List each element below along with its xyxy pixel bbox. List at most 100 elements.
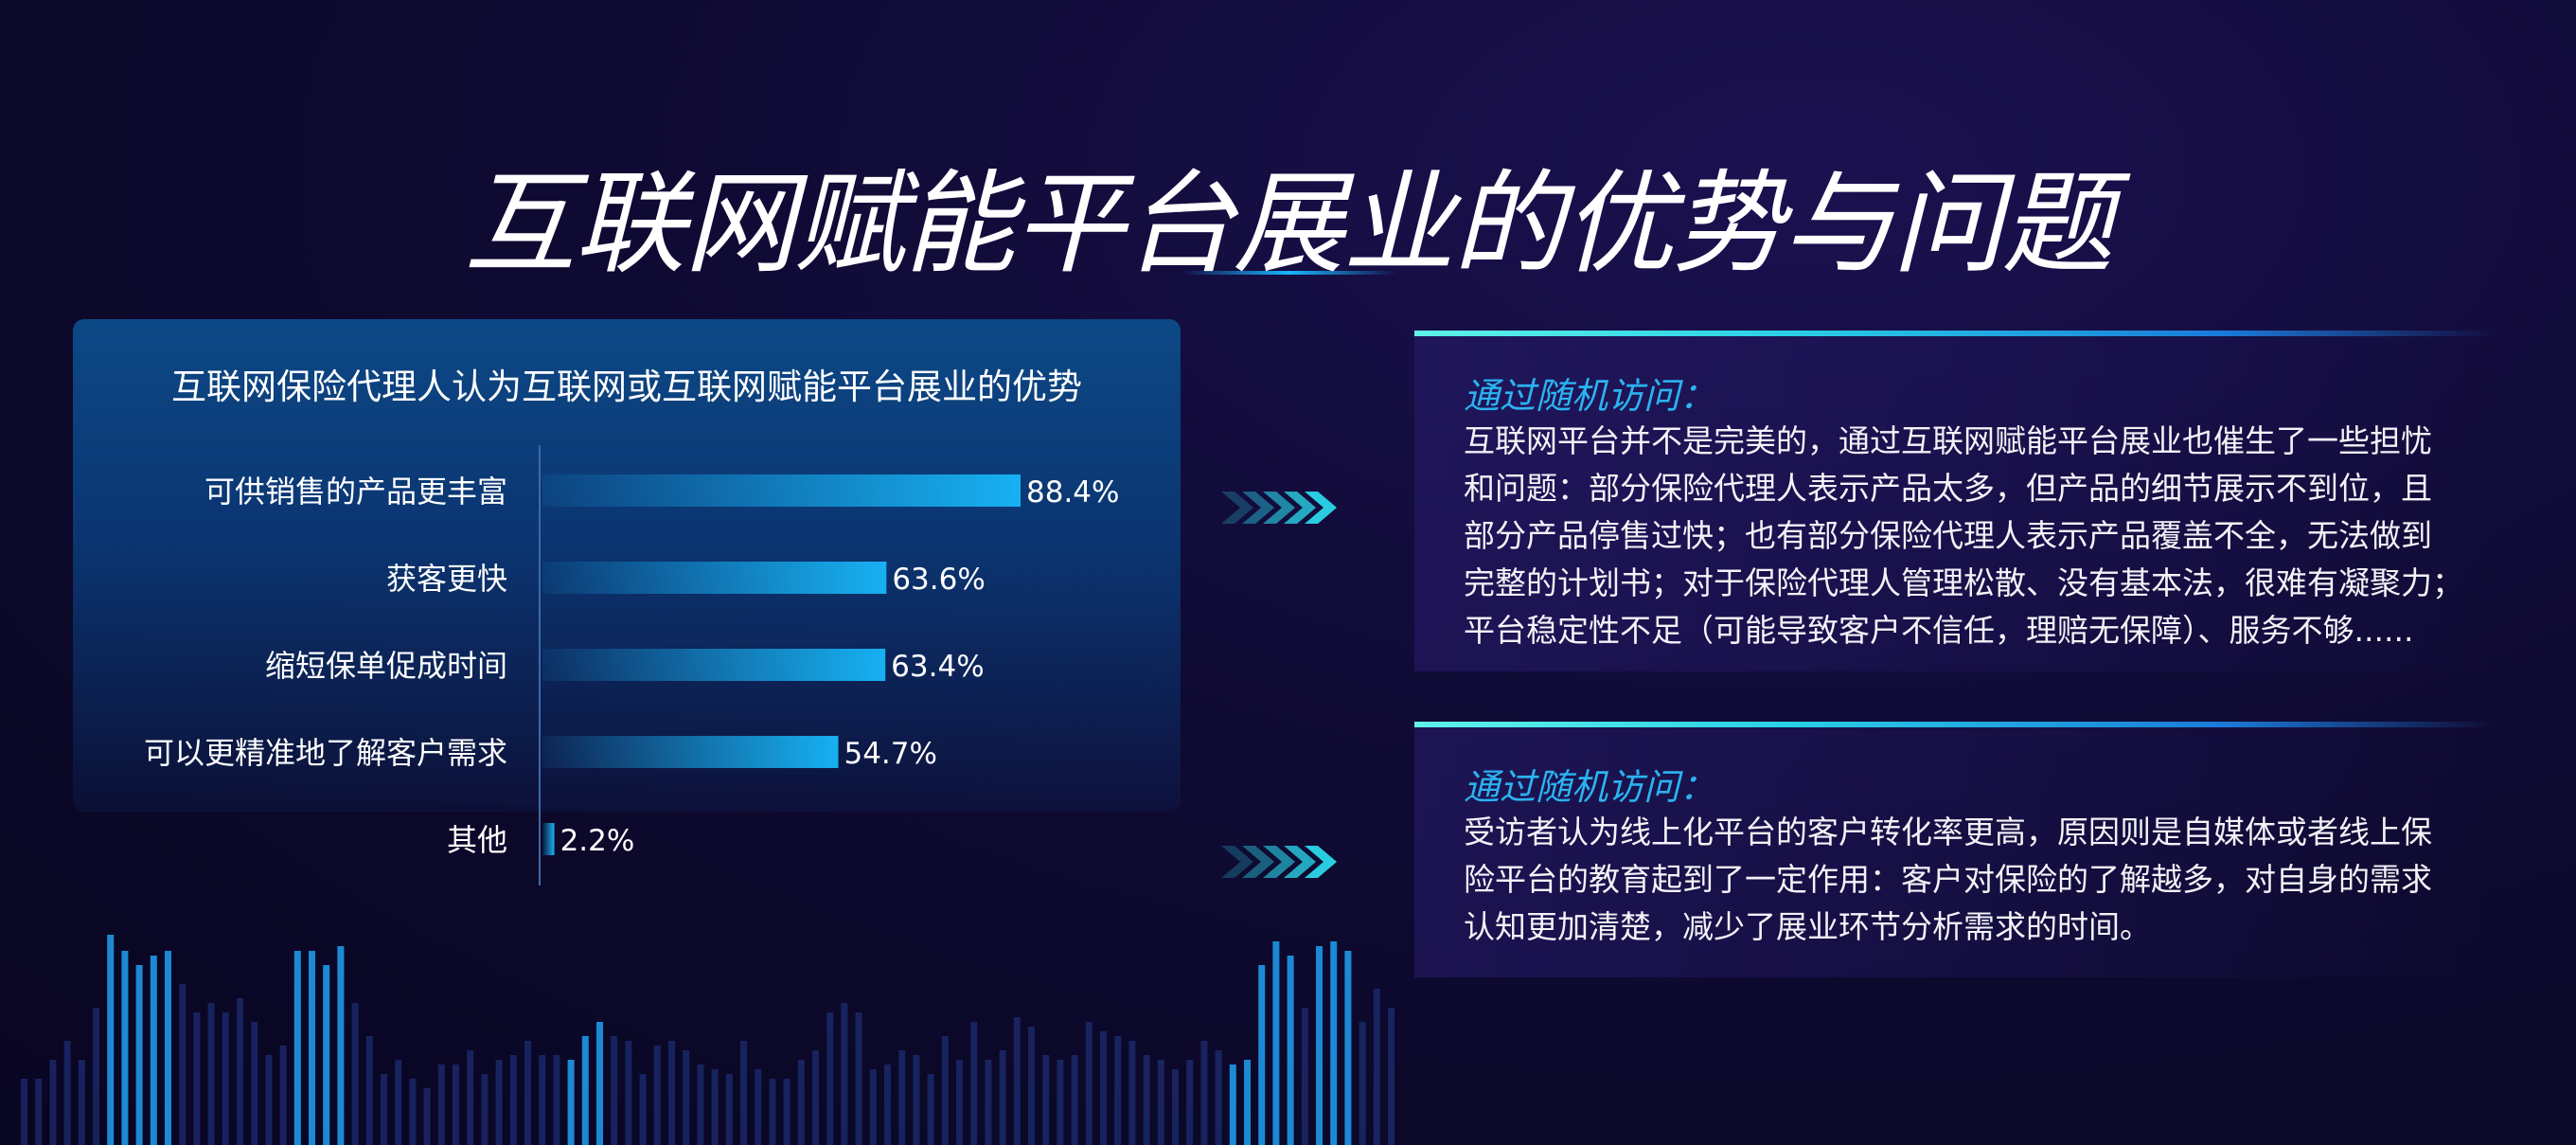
decor-bar xyxy=(913,1055,920,1145)
decor-bar xyxy=(437,1064,445,1145)
card-heading: 通过随机访问： xyxy=(1464,375,1716,417)
category-label: 缩短保单促成时间 xyxy=(265,648,507,684)
decor-bar xyxy=(423,1088,431,1145)
decor-bar xyxy=(1085,1022,1093,1145)
decor-bar xyxy=(309,951,315,1145)
bar xyxy=(542,649,886,681)
decor-bar xyxy=(524,1041,531,1145)
decor-bar xyxy=(207,1003,215,1145)
decor-bar xyxy=(323,965,330,1145)
category-label: 可以更精准地了解客户需求 xyxy=(144,735,507,771)
decor-bar xyxy=(1071,1055,1078,1145)
decor-bar xyxy=(78,1060,85,1145)
interview-card-2: 通过随机访问： 受访者认为线上化平台的客户转化率更高，原因则是自媒体或者线上保 … xyxy=(1414,722,2494,977)
decor-bar xyxy=(1215,1050,1222,1145)
decor-bar xyxy=(927,1074,934,1145)
decor-bar xyxy=(222,1012,229,1145)
decor-bar xyxy=(351,1003,359,1145)
interview-card-1: 通过随机访问： 互联网平台并不是完美的，通过互联网赋能平台展业也催生了一些担忧 … xyxy=(1414,331,2494,671)
chevron-icon xyxy=(1305,492,1337,524)
decor-bar xyxy=(1287,956,1294,1145)
decor-bar xyxy=(1388,1008,1395,1145)
decor-bar xyxy=(884,1064,891,1145)
decor-bar xyxy=(999,1050,1006,1145)
decor-bar xyxy=(581,1036,589,1145)
page-title: 互联网赋能平台展业的优势与问题 xyxy=(464,158,2113,289)
value-label: 63.4% xyxy=(891,650,984,684)
decor-bar xyxy=(985,1060,992,1145)
decor-bar xyxy=(1301,1008,1308,1145)
chart-title: 互联网保险代理人认为互联网或互联网赋能平台展业的优势 xyxy=(171,367,1082,407)
decor-bar xyxy=(1359,1022,1366,1145)
decor-bar xyxy=(1128,1041,1136,1145)
decor-bar xyxy=(1186,1060,1194,1145)
decor-bar xyxy=(740,1041,747,1145)
decor-bar xyxy=(1258,965,1266,1145)
decor-bar xyxy=(1344,951,1352,1145)
decor-bar xyxy=(49,1060,57,1145)
bar xyxy=(542,736,839,768)
decor-bar xyxy=(265,1055,273,1145)
value-label: 63.6% xyxy=(892,563,985,597)
chevron-icon xyxy=(1284,492,1316,524)
decor-bar xyxy=(1013,1017,1021,1145)
decor-bar xyxy=(1244,1060,1251,1145)
decor-bar xyxy=(193,1012,201,1145)
decor-bar xyxy=(481,1074,489,1145)
decor-bar xyxy=(596,1022,603,1145)
decor-bar xyxy=(1229,1064,1236,1145)
arrow-chevrons-icon xyxy=(1221,846,1337,878)
decor-bar xyxy=(855,1012,862,1145)
decor-bar xyxy=(165,951,171,1145)
decor-bar xyxy=(1114,1036,1122,1145)
decor-bar xyxy=(653,1046,661,1145)
decor-bar xyxy=(725,1074,733,1145)
decor-bar xyxy=(668,1041,675,1145)
decor-bar xyxy=(293,951,301,1145)
decor-bar xyxy=(509,1055,517,1145)
decor-bar xyxy=(1373,989,1380,1145)
decor-bar xyxy=(1157,1060,1164,1145)
chevron-icon xyxy=(1284,846,1316,878)
decor-bar xyxy=(63,1041,71,1145)
decor-bar xyxy=(467,1050,474,1145)
value-label: 88.4% xyxy=(1026,475,1119,510)
decor-bar xyxy=(783,1079,791,1145)
card-top-line xyxy=(1414,722,2494,727)
decor-bar xyxy=(1057,1060,1064,1145)
decor-bar xyxy=(812,1050,819,1145)
arrow-chevrons-icon xyxy=(1221,492,1337,524)
decor-bar xyxy=(898,1050,906,1145)
decor-bar xyxy=(841,1003,848,1145)
decor-bar xyxy=(135,965,143,1145)
chevron-icon xyxy=(1263,846,1295,878)
value-label: 54.7% xyxy=(844,737,936,771)
decor-bar xyxy=(381,1074,387,1145)
decor-bar xyxy=(365,1036,373,1145)
decor-bar xyxy=(179,984,187,1145)
decor-bar xyxy=(337,946,345,1145)
decor-bar xyxy=(683,1050,690,1145)
category-label: 获客更快 xyxy=(386,561,507,597)
chevron-icon xyxy=(1305,846,1337,878)
bar xyxy=(542,823,555,855)
decor-bar xyxy=(970,1022,978,1145)
decor-bar xyxy=(1330,941,1338,1145)
decor-bar xyxy=(1272,941,1280,1145)
decor-bar xyxy=(93,1008,99,1145)
decor-bar xyxy=(21,1079,27,1145)
decor-bar xyxy=(35,1079,43,1145)
decor-bar xyxy=(495,1060,503,1145)
decor-bar xyxy=(279,1046,287,1145)
decor-bar xyxy=(237,998,243,1145)
decor-bar xyxy=(1316,946,1323,1145)
chevron-icon xyxy=(1242,846,1274,878)
decor-bar xyxy=(1028,1027,1035,1145)
decor-bar xyxy=(639,1074,647,1145)
decor-bar xyxy=(539,1055,546,1145)
card-body: 互联网平台并不是完美的，通过互联网赋能平台展业也催生了一些担忧 和问题：部分保险… xyxy=(1464,422,2463,649)
title-underline xyxy=(1181,271,1397,275)
decor-bar xyxy=(395,1060,402,1145)
